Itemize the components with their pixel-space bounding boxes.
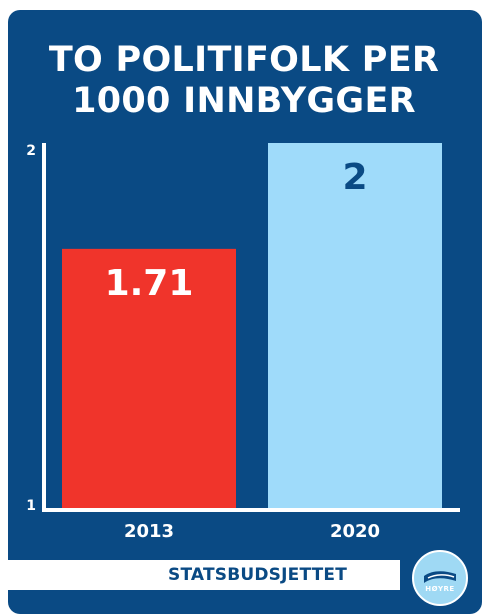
hoyre-logo-icon: HØYRE (412, 550, 468, 606)
labels-layer: 1.71 2 (105, 157, 368, 304)
bars-layer (62, 143, 442, 508)
ticks-layer: 2013 2020 1 2 (26, 143, 380, 542)
y-tick-label-1: 1 (26, 498, 36, 514)
x-tick-label-2013: 2013 (124, 521, 174, 542)
y-tick-label-2: 2 (26, 143, 36, 159)
x-tick-label-2020: 2020 (330, 521, 380, 542)
data-label-2013: 1.71 (105, 263, 194, 304)
chart-title-line-2: 1000 INNBYGGER (72, 81, 416, 121)
data-label-2020: 2 (342, 157, 367, 198)
chart-title: TO POLITIFOLK PER 1000 INNBYGGER (0, 40, 488, 122)
footer-label: STATSBUDSJETTET (168, 565, 348, 585)
chart-title-line-1: TO POLITIFOLK PER (48, 40, 440, 80)
logo-text: HØYRE (425, 585, 455, 593)
bar-2013 (62, 248, 236, 508)
logo-mark-icon (424, 571, 456, 583)
bar-2020 (268, 143, 442, 508)
footer-band (0, 560, 400, 590)
